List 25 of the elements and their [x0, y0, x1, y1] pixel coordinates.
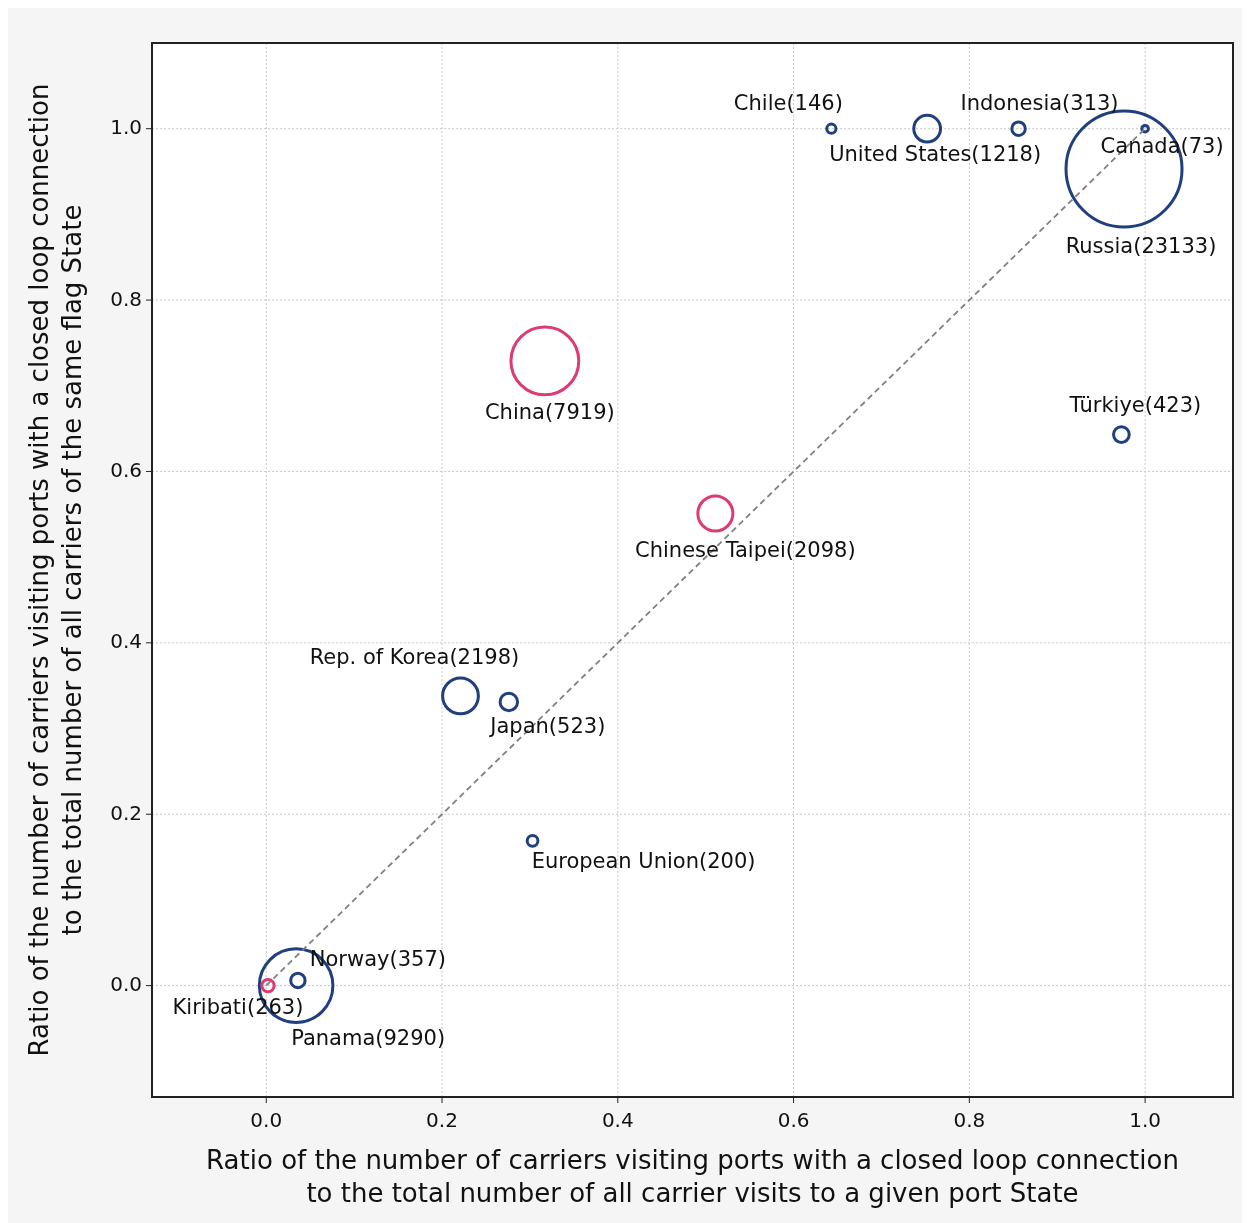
data-label: United States(1218): [829, 141, 1042, 166]
data-label: Chinese Taipei(2098): [635, 538, 856, 563]
data-label: Panama(9290): [291, 1025, 446, 1050]
data-label: Japan(523): [488, 713, 606, 738]
data-label: Chile(146): [733, 90, 843, 115]
y-tick-label: 0.8: [110, 286, 142, 311]
x-axis-title: Ratio of the number of carriers visiting ports with a closed loop connection to the total number of all carrier visits to a given port State: [206, 1145, 1179, 1208]
y-tick-label: 0.6: [110, 457, 142, 482]
y-tick-label: 0.0: [110, 972, 142, 997]
data-label: China(7919): [484, 399, 615, 424]
data-label: Russia(23133): [1065, 233, 1217, 258]
x-tick-label: 1.0: [1129, 1108, 1162, 1132]
y-axis-title: Ratio of the number of carriers visiting ports with a closed loop connection to the total number of all carriers of the same flag State: [24, 83, 87, 1057]
x-tick-label: 0.4: [601, 1108, 634, 1132]
data-label: Indonesia(313): [960, 90, 1119, 115]
data-label: European Union(200): [531, 848, 756, 873]
data-label: Türkiye(423): [1068, 392, 1202, 417]
x-tick-label: 0.2: [426, 1108, 458, 1132]
x-tick-label: 0.6: [777, 1108, 810, 1132]
y-tick-label: 1.0: [110, 115, 142, 140]
y-tick-label: 0.2: [110, 800, 142, 825]
y-tick-label: 0.4: [110, 629, 142, 654]
data-label: Rep. of Korea(2198): [309, 644, 520, 669]
x-tick-label: 0.8: [953, 1108, 986, 1132]
x-tick-label: 0.0: [250, 1108, 283, 1132]
